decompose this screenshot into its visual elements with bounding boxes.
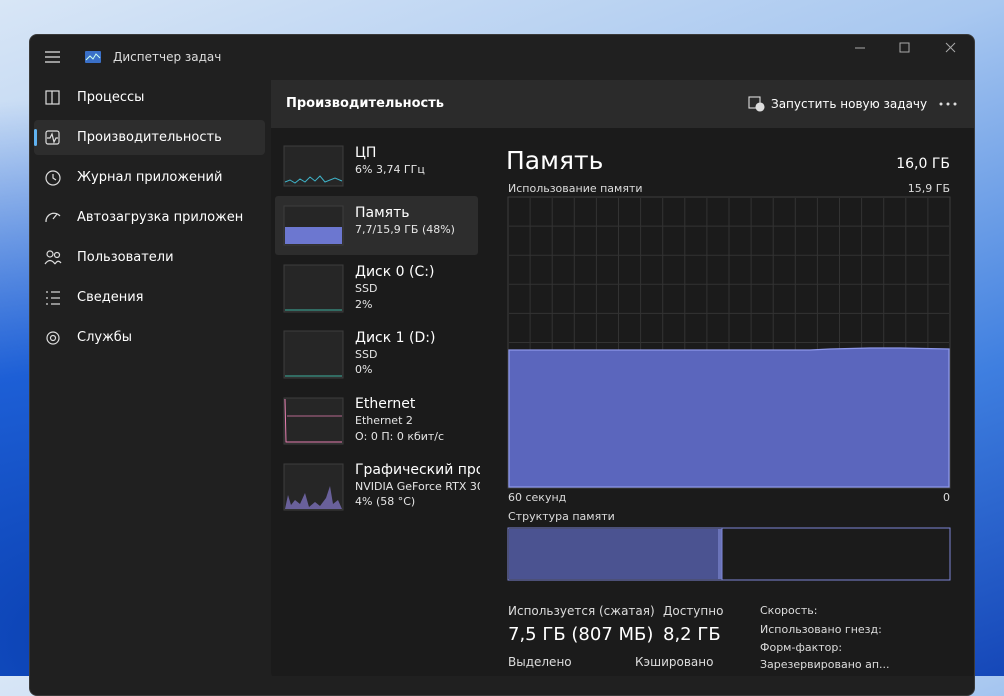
property: Скорость:: [760, 604, 818, 617]
more-button[interactable]: [939, 102, 957, 106]
cached-label: Кэшировано: [635, 655, 714, 669]
memory-structure: [507, 527, 951, 581]
resource-detail: 4% (58 °C): [355, 495, 416, 508]
maximize[interactable]: [899, 42, 910, 53]
property: Зарезервировано ап...: [760, 658, 890, 671]
resource-detail: 2%: [355, 298, 373, 311]
nav-item[interactable]: Журнал приложений: [77, 170, 223, 185]
in-use-value: 7,5 ГБ (807 МБ): [508, 624, 654, 645]
app-icon: [85, 51, 101, 63]
nav-icons: [44, 90, 62, 345]
resource-name[interactable]: Диск 1 (D:): [355, 330, 436, 346]
memory-graph: [507, 196, 951, 489]
panel-header: [271, 80, 974, 128]
nav-item[interactable]: Службы: [77, 330, 133, 345]
menu-button[interactable]: [45, 51, 60, 63]
usage-max: 15,9 ГБ: [907, 182, 950, 195]
usage-label: Использование памяти: [508, 182, 643, 195]
in-use-label: Используется (сжатая): [508, 604, 655, 618]
resource-detail: Ethernet 2: [355, 414, 413, 427]
resource-name[interactable]: Память: [355, 205, 410, 221]
resource-detail: SSD: [355, 348, 378, 361]
detail-total: 16,0 ГБ: [896, 156, 950, 172]
resource-name[interactable]: Ethernet: [355, 396, 416, 412]
resource-name[interactable]: ЦП: [355, 145, 377, 161]
property: Форм-фактор:: [760, 641, 843, 654]
nav-item[interactable]: Автозагрузка приложений: [77, 210, 244, 225]
resource-detail: NVIDIA GeForce RTX 3060: [355, 480, 480, 493]
resource-detail: 0%: [355, 363, 373, 376]
structure-label: Структура памяти: [508, 510, 615, 523]
nav-item[interactable]: Производительность: [77, 130, 222, 145]
nav-indicator: [34, 129, 37, 146]
property: Использовано гнезд:: [760, 623, 882, 636]
committed-label: Выделено: [508, 655, 572, 669]
nav-item[interactable]: Процессы: [77, 90, 145, 105]
resource-detail: О: 0 П: 0 кбит/с: [355, 430, 445, 443]
thumbnails: [283, 145, 344, 511]
resource-detail: 7,7/15,9 ГБ (48%): [355, 223, 455, 236]
nav-selection: [34, 120, 265, 155]
available-value: 8,2 ГБ: [663, 624, 721, 645]
layout: [34, 42, 974, 581]
available-label: Доступно: [663, 604, 724, 618]
panel-header-fill: [271, 92, 279, 128]
resource-name[interactable]: Диск 0 (C:): [355, 264, 435, 280]
nav-item[interactable]: Пользователи: [77, 250, 174, 265]
nav-item[interactable]: Сведения: [77, 290, 144, 305]
detail-title: Память: [506, 146, 604, 175]
run-task-button[interactable]: Запустить новую задачу: [771, 97, 928, 111]
close[interactable]: [945, 42, 956, 53]
window-title: Диспетчер задач: [113, 50, 222, 64]
run-task-icon: [748, 96, 765, 112]
resource-detail: SSD: [355, 282, 378, 295]
time-right: 0: [943, 491, 950, 504]
header-title: Производительность: [286, 96, 445, 111]
resource-name[interactable]: Графический процессор 0: [355, 462, 480, 478]
resource-detail: 6% 3,74 ГГц: [355, 163, 425, 176]
time-left: 60 секунд: [508, 491, 567, 504]
